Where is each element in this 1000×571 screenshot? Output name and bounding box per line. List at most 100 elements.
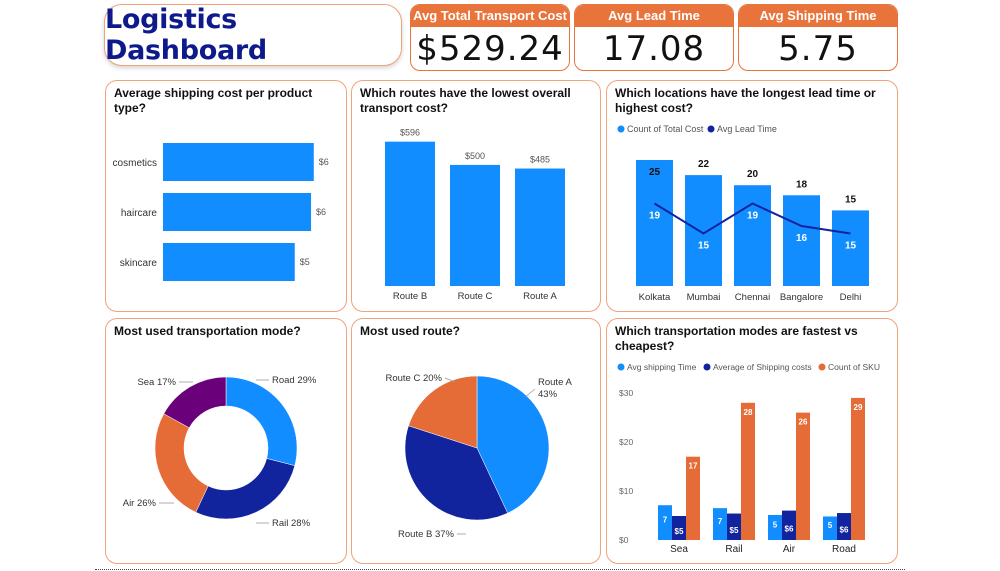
category-label: Chennai <box>735 292 770 303</box>
bar-data-label: 26 <box>799 418 808 427</box>
slice-sea[interactable] <box>163 376 227 429</box>
bar-rail-2[interactable] <box>741 402 755 540</box>
legend-marker <box>818 363 826 371</box>
bar-Chennai[interactable] <box>734 185 771 286</box>
bar-air-2[interactable] <box>796 412 810 540</box>
slice-route-b[interactable] <box>404 425 508 521</box>
line-data-label: 19 <box>649 211 661 222</box>
slice-label: Route A <box>538 377 572 388</box>
slice-label: Road 29% <box>272 375 317 386</box>
bar-air-0[interactable] <box>768 515 782 540</box>
kpi-card-avg-total-transport-cost: Avg Total Transport Cost $529.24 <box>410 4 570 71</box>
bar-rail-0[interactable] <box>713 508 727 540</box>
leader-line <box>524 388 536 398</box>
category-label: skincare <box>120 258 158 269</box>
bar-Kolkata[interactable] <box>636 160 673 286</box>
pie-chart[interactable]: Route A43% Route B 37% Route C 20% <box>352 319 602 565</box>
legend-label: Avg Lead Time <box>717 124 777 134</box>
category-label: Route C <box>458 291 493 302</box>
chart-title: Most used transportation mode? <box>114 324 301 338</box>
legend-label: Avg shipping Time <box>627 362 697 372</box>
line-avg-lead-time[interactable] <box>653 202 851 235</box>
category-label: Air <box>783 544 796 555</box>
bar-chart[interactable]: $596 Route B $500 Route C $485 Route A <box>352 81 602 313</box>
slice-rail[interactable] <box>195 458 296 520</box>
bar-Route-A[interactable] <box>515 168 565 286</box>
slice-label: 43% <box>538 389 558 400</box>
kpi-card-avg-shipping-time: Avg Shipping Time 5.75 <box>738 4 898 71</box>
kpi-value: 17.08 <box>602 29 706 69</box>
data-label: $485 <box>530 155 550 165</box>
chart-card-transport-mode-share[interactable]: Most used transportation mode? Road 29% R… <box>105 318 347 564</box>
bar-data-label: 5 <box>828 521 833 530</box>
slice-label: Route B 37% <box>398 529 455 540</box>
bar-sea-2[interactable] <box>686 456 700 540</box>
chart-title: Which locations have the longest lead ti… <box>615 86 876 115</box>
category-label: Delhi <box>840 292 862 303</box>
kpi-label: Avg Total Transport Cost <box>411 5 569 27</box>
bar-data-label: $6 <box>840 526 849 535</box>
bar-haircare[interactable] <box>163 193 312 231</box>
slice-label: Air 26% <box>123 498 157 509</box>
slice-label: Sea 17% <box>137 377 176 388</box>
dashboard-title-box: Logistics Dashboard <box>104 4 402 66</box>
category-label: Sea <box>670 544 688 555</box>
leader-line <box>444 377 456 383</box>
category-label: Route A <box>523 291 557 302</box>
chart-title: Which transportation modes are fastest v… <box>615 324 858 353</box>
category-label: Bangalore <box>780 292 823 303</box>
chart-card-route-transport-cost[interactable]: Which routes have the lowest overall tra… <box>351 80 601 312</box>
data-label: $6 <box>319 157 329 167</box>
bar-data-label: 7 <box>718 517 723 526</box>
bar-cosmetics[interactable] <box>163 143 314 181</box>
bar-air-1[interactable] <box>782 510 796 540</box>
chart-card-location-cost-leadtime[interactable]: Which locations have the longest lead ti… <box>606 80 898 312</box>
bar-sea-0[interactable] <box>658 505 672 540</box>
line-data-label: 15 <box>845 241 857 252</box>
bar-road-2[interactable] <box>851 397 865 540</box>
bar-Route-B[interactable] <box>385 141 435 286</box>
chart-card-mode-speed-cost[interactable]: Which transportation modes are fastest v… <box>606 318 898 564</box>
bar-road-1[interactable] <box>837 513 851 540</box>
line-data-label: 19 <box>747 211 759 222</box>
category-label: Road <box>832 544 856 555</box>
bar-rail-1[interactable] <box>727 513 741 540</box>
chart-card-shipping-cost-by-product[interactable]: Average shipping cost per product type? … <box>105 80 347 312</box>
category-label: Kolkata <box>639 292 671 303</box>
bar-Mumbai[interactable] <box>685 175 722 286</box>
slice-route-a[interactable] <box>476 375 550 514</box>
bar-Delhi[interactable] <box>832 210 869 286</box>
legend-label: Count of Total Cost <box>627 124 704 134</box>
bar-Bangalore[interactable] <box>783 195 820 286</box>
bar-sea-1[interactable] <box>672 515 686 540</box>
slice-route-c[interactable] <box>408 375 478 449</box>
page-bottom-divider <box>95 569 905 570</box>
chart-card-route-share[interactable]: Most used route? Route A 43% Route B 37% Ro… <box>351 318 601 564</box>
kpi-value: $529.24 <box>416 29 564 69</box>
slice-air[interactable] <box>154 413 209 513</box>
data-label: $500 <box>465 151 485 161</box>
bar-skincare[interactable] <box>163 243 295 281</box>
category-label: cosmetics <box>113 158 157 169</box>
legend-marker <box>617 363 625 371</box>
chart-title: Most used route? <box>360 324 461 338</box>
kpi-label: Avg Shipping Time <box>739 5 897 27</box>
category-label: haircare <box>121 208 158 219</box>
line-data-label: 15 <box>698 241 710 252</box>
hbar-chart[interactable]: cosmetics $6 haircare $6 skincare $5 <box>106 81 348 313</box>
legend-marker <box>703 363 711 371</box>
slice-label: Rail 28% <box>272 518 311 529</box>
bar-Route-C[interactable] <box>450 164 500 286</box>
slice-road[interactable] <box>225 376 298 466</box>
donut-chart[interactable]: Road 29% Rail 28% Air 26% Sea 17% <box>106 319 348 565</box>
bar-road-0[interactable] <box>823 516 837 540</box>
combo-chart[interactable]: Count of Total Cost Avg Lead Time 25 Kolkat… <box>607 81 899 313</box>
bar-data-label: 22 <box>698 159 710 170</box>
legend-marker-leadtime <box>707 125 715 133</box>
bar-data-label: 28 <box>744 408 753 417</box>
clustered-bar-chart[interactable]: Avg shipping Time Average of Shipping cos… <box>607 319 899 565</box>
bar-data-label: $6 <box>785 524 794 533</box>
data-label: $6 <box>316 207 326 217</box>
legend-marker-count <box>617 125 625 133</box>
bar-data-label: $5 <box>675 527 684 536</box>
